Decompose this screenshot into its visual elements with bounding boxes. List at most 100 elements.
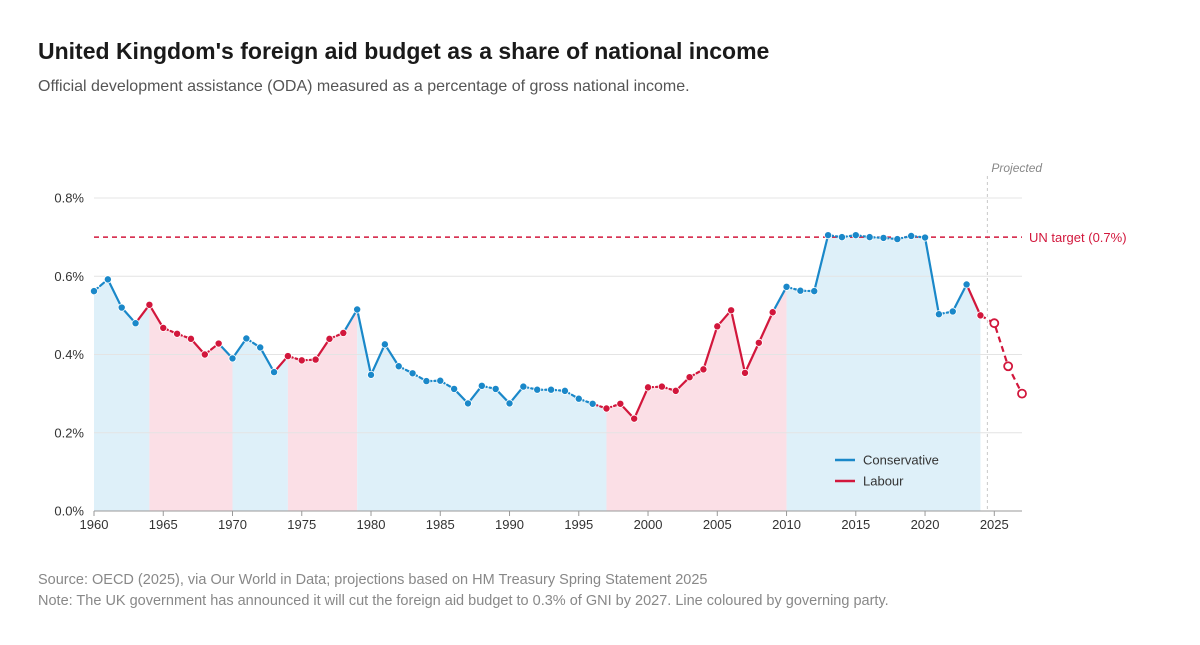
data-point-1964 bbox=[145, 300, 154, 309]
data-point-1996 bbox=[588, 399, 597, 408]
x-tick-label: 2005 bbox=[703, 517, 732, 532]
data-point-2020 bbox=[921, 233, 930, 242]
data-point-2008 bbox=[754, 338, 763, 347]
series-segment bbox=[259, 346, 276, 374]
data-point-1990 bbox=[505, 399, 514, 408]
data-point-1993 bbox=[547, 385, 556, 394]
projected-point-2026 bbox=[1003, 361, 1014, 372]
data-point-1969 bbox=[214, 339, 223, 348]
data-point-1989 bbox=[491, 384, 500, 393]
government-band-conservative-0 bbox=[94, 279, 150, 511]
data-point-1999 bbox=[630, 414, 639, 423]
y-tick-label: 0.6% bbox=[54, 269, 84, 284]
data-point-2018 bbox=[893, 235, 902, 244]
data-point-1991 bbox=[519, 382, 528, 391]
data-point-1973 bbox=[270, 368, 279, 377]
series-segment bbox=[757, 311, 774, 344]
government-band-labour-5 bbox=[606, 286, 787, 511]
data-point-2006 bbox=[727, 306, 736, 315]
data-point-1980 bbox=[367, 370, 376, 379]
series-segment bbox=[951, 283, 968, 313]
data-point-1965 bbox=[159, 323, 168, 332]
data-point-1982 bbox=[394, 362, 403, 371]
x-tick-label: 2010 bbox=[772, 517, 801, 532]
data-point-2023 bbox=[962, 280, 971, 289]
footnote: Note: The UK government has announced it… bbox=[38, 593, 889, 609]
x-tick-label: 1965 bbox=[149, 517, 178, 532]
data-point-1992 bbox=[533, 385, 542, 394]
x-tick-label: 2015 bbox=[841, 517, 870, 532]
data-point-2000 bbox=[644, 383, 653, 392]
data-point-2024 bbox=[976, 311, 985, 320]
x-tick-label: 1960 bbox=[80, 517, 109, 532]
x-tick-label: 1995 bbox=[564, 517, 593, 532]
data-point-1966 bbox=[173, 329, 182, 338]
data-point-2021 bbox=[934, 310, 943, 319]
y-tick-label: 0.8% bbox=[54, 191, 84, 206]
series-segment bbox=[383, 343, 400, 368]
legend-label-conservative: Conservative bbox=[863, 453, 939, 468]
x-tick-label: 2000 bbox=[634, 517, 663, 532]
projected-point-2025 bbox=[989, 318, 1000, 329]
series-segment bbox=[314, 337, 331, 361]
data-point-1972 bbox=[256, 343, 265, 352]
data-point-1978 bbox=[339, 328, 348, 337]
chart-footer: Source: OECD (2025), via Our World in Da… bbox=[38, 570, 889, 612]
data-point-1975 bbox=[297, 356, 306, 365]
series-segment bbox=[231, 337, 248, 360]
data-point-1968 bbox=[200, 350, 209, 359]
data-point-1995 bbox=[574, 394, 583, 403]
data-point-2005 bbox=[713, 322, 722, 331]
data-point-2002 bbox=[671, 386, 680, 395]
series-segment bbox=[743, 341, 760, 374]
data-point-1987 bbox=[463, 399, 472, 408]
data-point-1977 bbox=[325, 334, 334, 343]
series-segment bbox=[342, 308, 359, 335]
government-band-conservative-6 bbox=[786, 235, 981, 511]
data-point-1970 bbox=[228, 354, 237, 363]
series-segment bbox=[813, 234, 830, 293]
data-point-2017 bbox=[879, 233, 888, 242]
data-point-2001 bbox=[657, 382, 666, 391]
x-tick-label: 1975 bbox=[287, 517, 316, 532]
data-point-1979 bbox=[353, 305, 362, 314]
x-tick-label: 1970 bbox=[218, 517, 247, 532]
data-point-1983 bbox=[408, 369, 417, 378]
data-point-1976 bbox=[311, 355, 320, 364]
data-point-2003 bbox=[685, 373, 694, 382]
data-point-2016 bbox=[865, 233, 874, 242]
data-point-1961 bbox=[103, 275, 112, 284]
data-point-1998 bbox=[616, 399, 625, 408]
series-segment bbox=[730, 309, 747, 374]
data-point-1994 bbox=[560, 386, 569, 395]
data-point-1988 bbox=[477, 381, 486, 390]
data-point-2011 bbox=[796, 286, 805, 295]
y-tick-label: 0.4% bbox=[54, 347, 84, 362]
legend-label-labour: Labour bbox=[863, 474, 904, 489]
page-title: United Kingdom's foreign aid budget as a… bbox=[38, 38, 770, 64]
series-segment bbox=[106, 278, 123, 309]
data-point-1985 bbox=[436, 376, 445, 385]
data-point-2013 bbox=[824, 231, 833, 240]
data-point-1997 bbox=[602, 404, 611, 413]
projected-point-2027 bbox=[1017, 388, 1027, 399]
x-tick-label: 1980 bbox=[357, 517, 386, 532]
data-point-2019 bbox=[907, 231, 916, 240]
x-tick-label: 1985 bbox=[426, 517, 455, 532]
data-point-2012 bbox=[810, 287, 819, 296]
data-point-1963 bbox=[131, 319, 140, 328]
data-point-2015 bbox=[851, 231, 860, 240]
x-tick-label: 1990 bbox=[495, 517, 524, 532]
y-tick-label: 0.2% bbox=[54, 425, 84, 440]
y-tick-label: 0.0% bbox=[54, 504, 84, 519]
data-point-2022 bbox=[948, 307, 957, 316]
data-point-1962 bbox=[117, 303, 126, 312]
series-segment bbox=[771, 285, 788, 314]
data-point-1971 bbox=[242, 334, 251, 343]
data-point-2007 bbox=[740, 368, 749, 377]
data-point-2010 bbox=[782, 282, 791, 291]
source-note: Source: OECD (2025), via Our World in Da… bbox=[38, 572, 708, 588]
un-target-label: UN target (0.7%) bbox=[1029, 230, 1127, 245]
series-segment bbox=[923, 236, 940, 316]
